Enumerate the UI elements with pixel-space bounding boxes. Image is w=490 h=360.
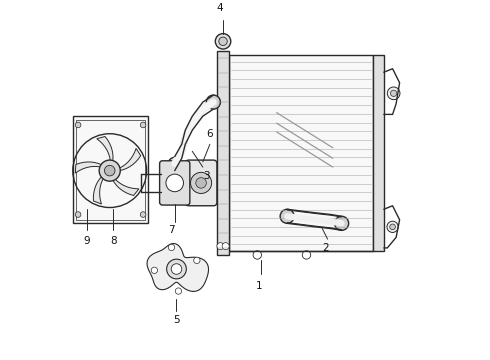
Circle shape [219, 37, 227, 45]
Polygon shape [94, 176, 103, 204]
Circle shape [140, 212, 146, 217]
Circle shape [222, 243, 229, 250]
Polygon shape [229, 55, 373, 251]
Text: 3: 3 [203, 171, 209, 181]
Circle shape [387, 221, 398, 233]
Circle shape [194, 257, 200, 264]
Text: 5: 5 [173, 315, 180, 325]
FancyBboxPatch shape [160, 161, 190, 205]
Polygon shape [373, 55, 384, 251]
Circle shape [302, 251, 311, 259]
Circle shape [390, 224, 395, 230]
Circle shape [167, 259, 186, 279]
Circle shape [191, 172, 212, 193]
Circle shape [206, 95, 220, 109]
Text: 7: 7 [168, 225, 174, 235]
Circle shape [75, 122, 81, 128]
Circle shape [217, 243, 224, 250]
Circle shape [140, 122, 146, 128]
Polygon shape [97, 136, 113, 161]
Circle shape [215, 33, 231, 49]
Circle shape [196, 177, 206, 188]
Text: 6: 6 [207, 129, 213, 139]
Circle shape [151, 267, 158, 274]
Circle shape [335, 216, 349, 230]
Circle shape [387, 87, 400, 100]
FancyBboxPatch shape [185, 160, 217, 206]
Circle shape [168, 244, 174, 251]
Circle shape [175, 288, 182, 294]
Circle shape [391, 90, 397, 96]
Polygon shape [217, 51, 229, 255]
Text: 9: 9 [84, 236, 90, 246]
Circle shape [166, 174, 184, 192]
Circle shape [171, 264, 182, 274]
Text: 2: 2 [322, 243, 329, 253]
Circle shape [253, 251, 262, 259]
Circle shape [169, 157, 181, 170]
Polygon shape [75, 162, 102, 173]
Text: 1: 1 [256, 281, 262, 291]
FancyBboxPatch shape [73, 116, 148, 223]
Circle shape [104, 165, 115, 176]
Text: 8: 8 [110, 236, 117, 246]
Circle shape [99, 160, 120, 181]
Polygon shape [147, 243, 209, 291]
Polygon shape [119, 148, 141, 171]
Circle shape [75, 212, 81, 217]
Polygon shape [113, 179, 139, 195]
Circle shape [280, 209, 294, 223]
Text: 4: 4 [216, 3, 223, 13]
